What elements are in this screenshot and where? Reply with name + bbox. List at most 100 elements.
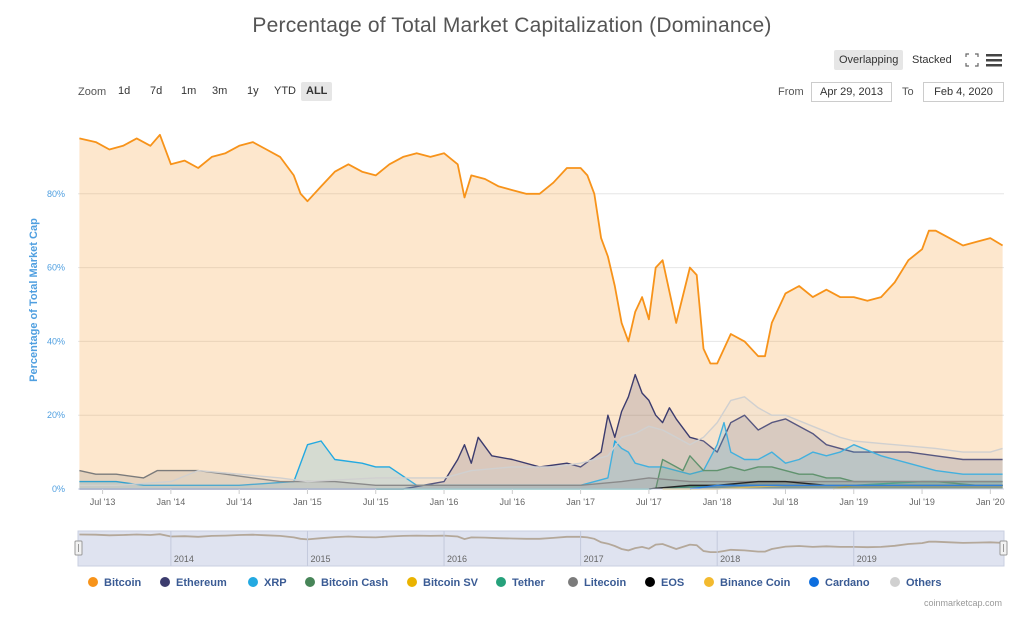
y-axis-title: Percentage of Total Market Cap [28,218,40,382]
legend-binance-coin[interactable]: Binance Coin [704,577,790,593]
line-cardano [689,484,1003,490]
series-bitcoin-sv [833,484,1003,490]
series-others [79,396,1003,489]
legend-label: Litecoin [584,577,627,589]
navigator-handle-left[interactable] [74,540,83,556]
x-tick-label: Jul '18 [773,497,799,507]
navigator-year-label: 2017 [584,554,604,564]
legend-bitcoin-cash[interactable]: Bitcoin Cash [305,577,388,593]
area-ethereum [79,374,1003,489]
x-tick-label: Jan '17 [566,497,595,507]
area-bitcoin-cash [655,455,1003,489]
zoom-1m-button[interactable]: 1m [181,85,197,97]
y-tick-label: 80% [47,189,65,199]
zoom-all-button[interactable]: ALL [301,82,333,101]
line-eos [648,480,1003,490]
navigator-background[interactable] [77,530,1005,567]
x-tick-label: Jan '18 [703,497,732,507]
x-tick-label: Jul '14 [226,497,252,507]
x-tick-label: Jul '16 [499,497,525,507]
series-cardano [689,484,1003,490]
legend-label: Others [906,577,942,589]
area-xrp [79,422,1003,489]
zoom-ytd-button[interactable]: YTD [274,85,296,97]
area-tether [375,481,1003,489]
line-xrp [79,421,1003,486]
line-bitcoin-cash [655,455,1003,490]
line-tether [375,480,1003,490]
legend-label: EOS [661,577,685,589]
navigator-year-label: 2014 [174,554,194,564]
series-xrp [79,421,1003,489]
x-tick-label: Jan '14 [156,497,185,507]
series-litecoin [79,469,1003,489]
area-bitcoin-sv [833,485,1003,489]
line-others [79,396,1003,486]
navigator[interactable]: 2014 2015 2016 2017 2018 2019 [74,530,1008,567]
y-tick-label: 40% [47,336,65,346]
legend-eos[interactable]: EOS [645,577,684,593]
navigator-handle-right[interactable] [999,540,1008,556]
legend-tether[interactable]: Tether [496,577,545,593]
zoom-3m-button[interactable]: 3m [212,85,228,97]
line-bitcoin-sv [833,484,1003,490]
x-tick-label: Jul '13 [90,497,116,507]
legend-label: Bitcoin SV [423,577,479,589]
y-tick-label: 20% [47,410,65,420]
line-bitcoin [79,133,1004,365]
overlapping-toggle[interactable]: Overlapping [834,50,904,70]
to-label: To [902,86,914,98]
zoom-7d-button[interactable]: 7d [150,85,163,97]
x-tick-label: Jul '17 [636,497,662,507]
axes: 0% 20% 40% 60% 80% Jul '13 Jan '14 Jul '14 Jan '… [47,189,1005,507]
legend-dot-icon [645,577,655,587]
to-date-input[interactable]: Feb 4, 2020 [923,82,1004,102]
legend-xrp[interactable]: XRP [248,577,287,593]
legend-label: Bitcoin Cash [321,577,389,589]
legend-dot-icon [496,577,506,587]
zoom-1d-button[interactable]: 1d [118,85,131,97]
legend-dot-icon [248,577,258,587]
line-ethereum [79,373,1003,490]
legend-bitcoin[interactable]: Bitcoin [88,577,141,593]
series-eos [648,480,1003,490]
legend-label: Bitcoin [104,577,142,589]
area-cardano [689,485,1003,489]
series-tether [375,480,1003,490]
legend-dot-icon [160,577,170,587]
y-tick-label: 60% [47,263,65,273]
from-date-input[interactable]: Apr 29, 2013 [811,82,892,102]
legend-cardano[interactable]: Cardano [809,577,870,593]
chart-title: Percentage of Total Market Capitalizatio… [252,14,772,37]
area-others [79,396,1003,489]
menu-icon[interactable] [984,50,1004,70]
y-tick-label: 0% [52,484,65,494]
legend-bitcoin-sv[interactable]: Bitcoin SV [407,577,478,593]
legend-ethereum[interactable]: Ethereum [160,577,227,593]
legend-others[interactable]: Others [890,577,941,593]
x-tick-label: Jul '15 [363,497,389,507]
credit-text: coinmarketcap.com [923,598,1002,608]
series-binance-coin [662,484,1003,490]
legend-dot-icon [407,577,417,587]
legend-dot-icon [704,577,714,587]
series-areas [79,133,1004,490]
legend-dot-icon [809,577,819,587]
legend-label: Ethereum [176,577,227,589]
legend-dot-icon [305,577,315,587]
fullscreen-icon[interactable] [962,50,982,70]
legend-litecoin[interactable]: Litecoin [568,577,626,593]
x-tick-label: Jan '15 [293,497,322,507]
x-tick-label: Jul '19 [909,497,935,507]
line-binance-coin [662,484,1003,490]
x-tick-label: Jan '16 [430,497,459,507]
area-binance-coin [662,485,1003,489]
zoom-1y-button[interactable]: 1y [247,85,259,97]
area-litecoin [79,470,1003,489]
stacked-toggle[interactable]: Stacked [912,54,952,66]
navigator-year-label: 2016 [447,554,467,564]
zoom-label: Zoom [78,86,107,98]
navigator-year-label: 2015 [310,554,330,564]
series-ethereum [79,373,1003,490]
grid [78,193,1004,490]
